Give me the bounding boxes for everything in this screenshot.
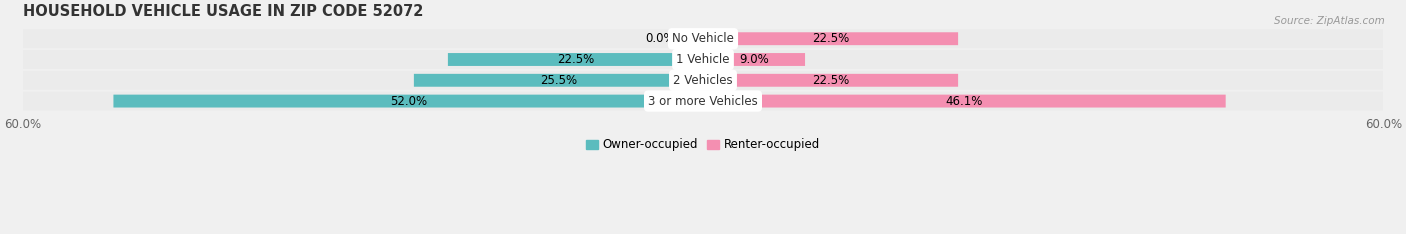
FancyBboxPatch shape — [22, 29, 1384, 48]
FancyBboxPatch shape — [22, 92, 1384, 110]
Text: 25.5%: 25.5% — [540, 74, 576, 87]
FancyBboxPatch shape — [449, 53, 703, 66]
Legend: Owner-occupied, Renter-occupied: Owner-occupied, Renter-occupied — [581, 134, 825, 156]
Text: No Vehicle: No Vehicle — [672, 32, 734, 45]
FancyBboxPatch shape — [413, 74, 703, 87]
FancyBboxPatch shape — [22, 71, 1384, 90]
Text: HOUSEHOLD VEHICLE USAGE IN ZIP CODE 52072: HOUSEHOLD VEHICLE USAGE IN ZIP CODE 5207… — [22, 4, 423, 19]
Text: 3 or more Vehicles: 3 or more Vehicles — [648, 95, 758, 108]
Text: 1 Vehicle: 1 Vehicle — [676, 53, 730, 66]
FancyBboxPatch shape — [703, 95, 1226, 107]
FancyBboxPatch shape — [703, 74, 957, 87]
Text: 9.0%: 9.0% — [740, 53, 769, 66]
Text: 22.5%: 22.5% — [811, 74, 849, 87]
FancyBboxPatch shape — [703, 53, 806, 66]
Text: 22.5%: 22.5% — [811, 32, 849, 45]
Text: 52.0%: 52.0% — [389, 95, 427, 108]
Text: 0.0%: 0.0% — [645, 32, 675, 45]
Text: 2 Vehicles: 2 Vehicles — [673, 74, 733, 87]
FancyBboxPatch shape — [703, 32, 957, 45]
FancyBboxPatch shape — [22, 50, 1384, 69]
Text: 22.5%: 22.5% — [557, 53, 595, 66]
Text: Source: ZipAtlas.com: Source: ZipAtlas.com — [1274, 16, 1385, 26]
Text: 46.1%: 46.1% — [946, 95, 983, 108]
FancyBboxPatch shape — [114, 95, 703, 107]
